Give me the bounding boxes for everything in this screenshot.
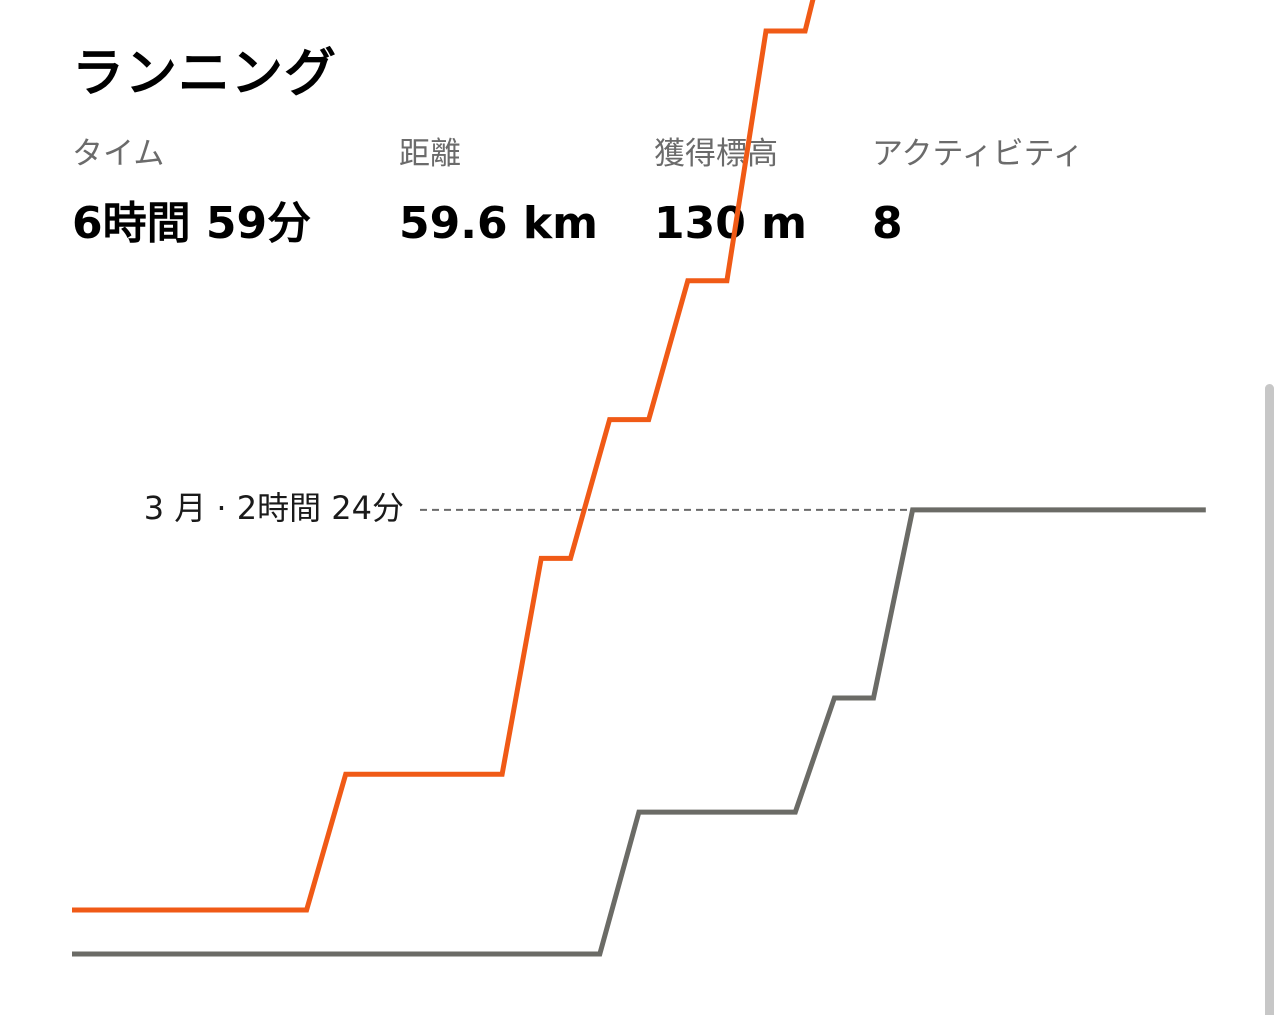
series-current-line — [72, 0, 816, 913]
stat-time: タイム 6時間 59分 — [72, 132, 311, 254]
series-previous-line — [72, 507, 1206, 957]
reference-label: 3 月 · 2時間 24分 — [144, 489, 404, 527]
stat-activities-label: アクティビティ — [872, 136, 1084, 172]
stat-distance: 距離 59.6 km — [399, 132, 598, 254]
stat-time-label: タイム — [72, 136, 165, 172]
stats-row: タイム 6時間 59分 距離 59.6 km 獲得標高 130 m アクティビテ… — [72, 132, 1192, 252]
stat-elevation-value: 130 m — [654, 198, 808, 249]
stat-activities: アクティビティ 8 — [872, 132, 1084, 254]
stat-elevation: 獲得標高 130 m — [654, 132, 807, 254]
stat-distance-value: 59.6 km — [399, 198, 598, 249]
scrollbar[interactable] — [1265, 384, 1274, 1015]
stat-distance-label: 距離 — [399, 136, 461, 172]
page-title: ランニング — [72, 44, 338, 104]
stat-elevation-label: 獲得標高 — [654, 136, 778, 172]
stat-time-value: 6時間 59分 — [72, 198, 312, 249]
stat-activities-value: 8 — [872, 198, 903, 249]
